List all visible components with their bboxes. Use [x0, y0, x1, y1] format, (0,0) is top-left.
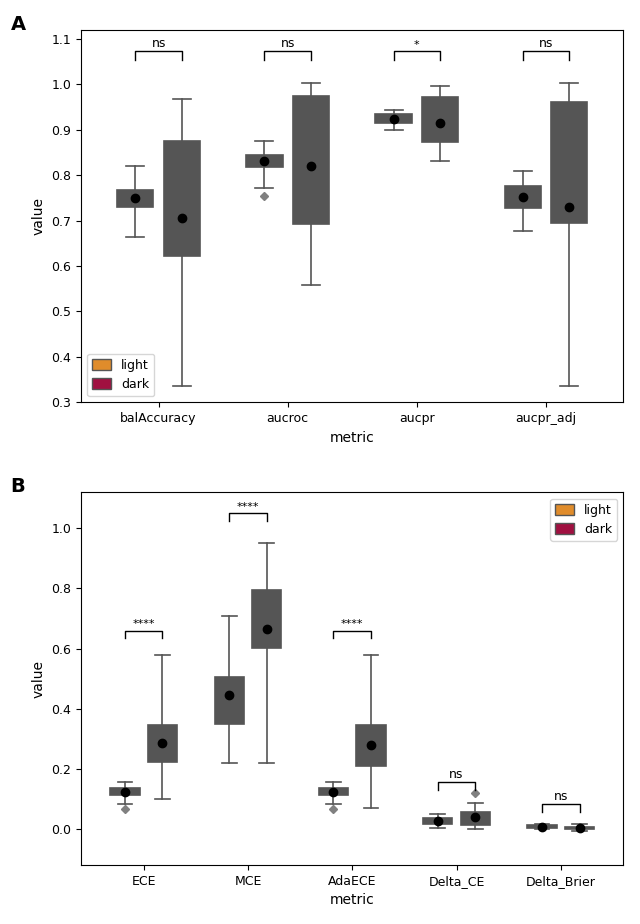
PathPatch shape	[214, 677, 244, 723]
PathPatch shape	[551, 103, 587, 223]
PathPatch shape	[504, 187, 541, 208]
Text: ns: ns	[449, 768, 464, 781]
PathPatch shape	[422, 97, 458, 142]
Text: ns: ns	[280, 37, 295, 50]
PathPatch shape	[117, 189, 154, 207]
PathPatch shape	[148, 724, 177, 762]
PathPatch shape	[356, 724, 386, 766]
X-axis label: metric: metric	[330, 894, 374, 907]
Text: ns: ns	[152, 37, 166, 50]
PathPatch shape	[565, 827, 594, 829]
PathPatch shape	[461, 812, 490, 825]
Text: ns: ns	[539, 37, 553, 50]
PathPatch shape	[376, 115, 412, 123]
Text: ****: ****	[237, 502, 259, 512]
Text: ****: ****	[132, 619, 155, 629]
X-axis label: metric: metric	[330, 431, 374, 444]
Y-axis label: value: value	[32, 660, 46, 698]
PathPatch shape	[246, 154, 282, 167]
PathPatch shape	[527, 825, 557, 828]
Text: ns: ns	[554, 790, 568, 803]
Legend: light, dark: light, dark	[88, 354, 154, 396]
Text: *: *	[414, 40, 420, 50]
PathPatch shape	[110, 788, 140, 795]
Text: B: B	[11, 478, 26, 496]
PathPatch shape	[423, 819, 452, 824]
PathPatch shape	[319, 788, 348, 795]
PathPatch shape	[164, 141, 200, 256]
PathPatch shape	[252, 590, 282, 648]
Text: A: A	[11, 15, 26, 33]
Y-axis label: value: value	[32, 197, 46, 235]
Legend: light, dark: light, dark	[550, 499, 617, 541]
Text: ****: ****	[341, 619, 364, 629]
PathPatch shape	[293, 95, 329, 225]
